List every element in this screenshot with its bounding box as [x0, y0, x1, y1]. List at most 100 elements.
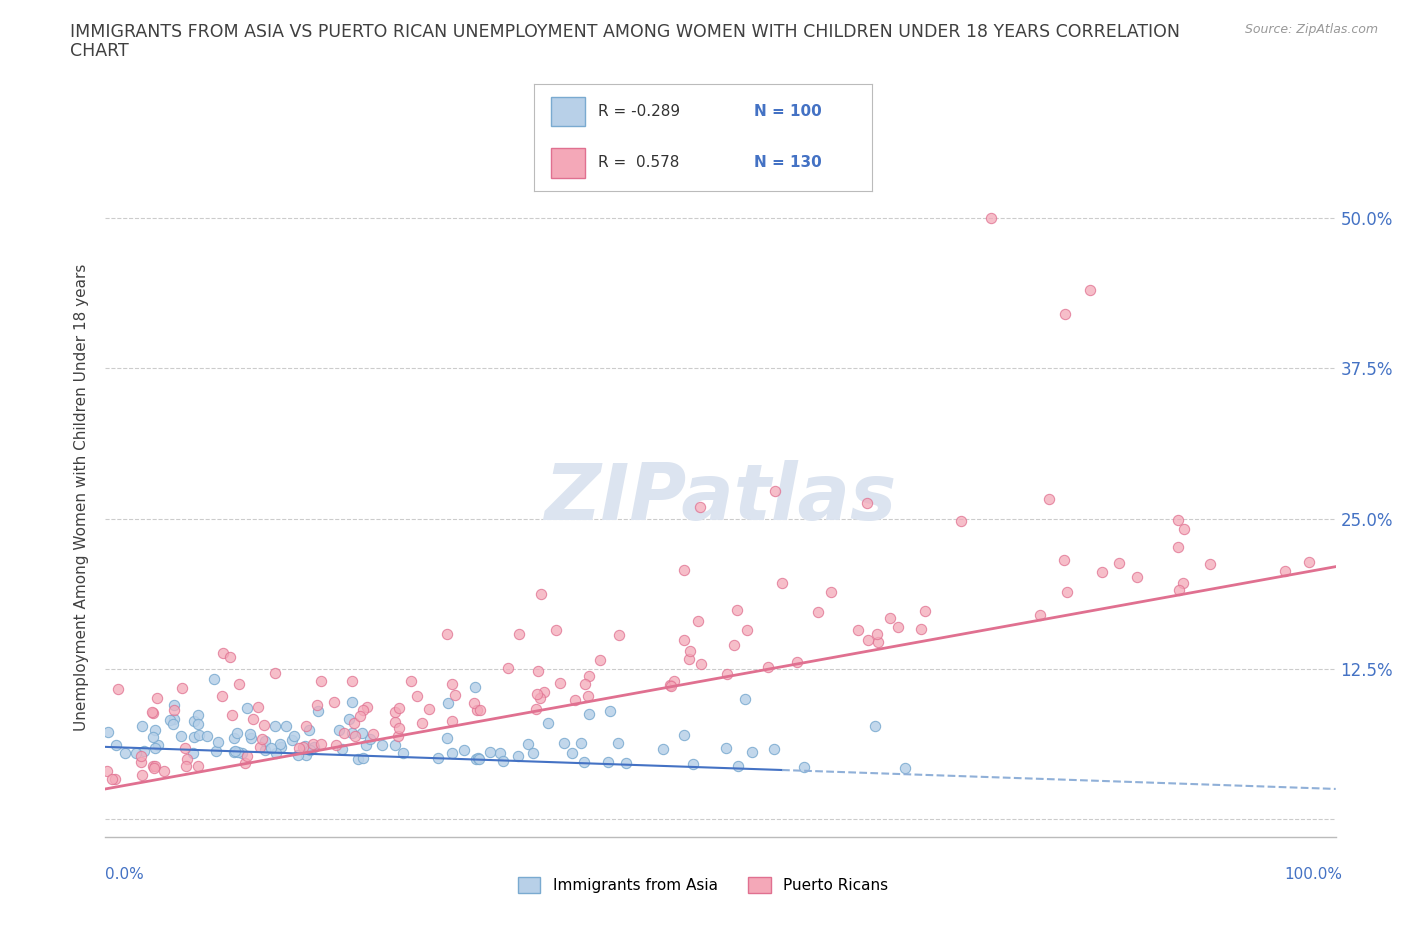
Point [492, 754, 515, 769]
Point [678, 651, 700, 666]
Point [578, 706, 600, 721]
Point [222, 744, 245, 759]
Point [153, 764, 176, 778]
Point [689, 657, 711, 671]
Point [141, 704, 163, 719]
Point [352, 751, 374, 765]
Point [342, 673, 364, 688]
Point [204, 743, 226, 758]
Point [354, 737, 377, 752]
Point [856, 496, 879, 511]
Point [756, 659, 779, 674]
Point [1173, 521, 1195, 536]
Point [107, 682, 129, 697]
Point [170, 729, 193, 744]
Point [340, 726, 363, 741]
Point [388, 721, 411, 736]
Point [325, 737, 347, 752]
Point [793, 760, 815, 775]
Point [295, 748, 318, 763]
Text: CHART: CHART [70, 42, 129, 60]
Text: ZIPatlas: ZIPatlas [544, 459, 897, 536]
Point [1199, 557, 1222, 572]
Point [516, 737, 538, 751]
Point [294, 719, 316, 734]
Point [564, 693, 586, 708]
Point [807, 605, 830, 620]
Point [287, 741, 309, 756]
Point [418, 702, 440, 717]
Point [174, 740, 197, 755]
Point [183, 729, 205, 744]
Point [467, 751, 489, 765]
Point [163, 702, 186, 717]
Point [269, 737, 291, 751]
Point [143, 758, 166, 773]
Point [820, 585, 842, 600]
Point [686, 614, 709, 629]
Point [176, 751, 198, 766]
Point [426, 751, 449, 765]
Point [384, 714, 406, 729]
Point [239, 731, 262, 746]
Point [441, 746, 464, 761]
Point [309, 737, 332, 751]
FancyBboxPatch shape [551, 97, 585, 126]
Point [689, 499, 711, 514]
Point [129, 754, 152, 769]
Point [607, 628, 630, 643]
Point [186, 717, 208, 732]
Point [1029, 608, 1052, 623]
Point [723, 638, 745, 653]
Point [145, 740, 167, 755]
Point [441, 677, 464, 692]
Point [508, 626, 530, 641]
Point [848, 623, 870, 638]
Point [226, 744, 249, 759]
Point [146, 737, 169, 752]
Point [291, 739, 314, 754]
Point [145, 690, 167, 705]
Point [132, 743, 155, 758]
Point [672, 727, 695, 742]
Point [274, 719, 297, 734]
Point [574, 754, 596, 769]
Legend: Immigrants from Asia, Puerto Ricans: Immigrants from Asia, Puerto Ricans [512, 870, 894, 899]
Point [219, 650, 242, 665]
Point [352, 702, 374, 717]
Text: Source: ZipAtlas.com: Source: ZipAtlas.com [1244, 23, 1378, 36]
Point [384, 704, 406, 719]
Point [264, 719, 287, 734]
Point [142, 706, 165, 721]
Point [406, 688, 429, 703]
Point [453, 742, 475, 757]
Point [162, 717, 184, 732]
Point [143, 761, 166, 776]
Text: 100.0%: 100.0% [1285, 867, 1343, 882]
Point [323, 694, 346, 709]
Point [159, 712, 181, 727]
Point [371, 737, 394, 752]
Point [249, 740, 271, 755]
Point [239, 726, 262, 741]
Point [305, 698, 328, 712]
Point [254, 734, 277, 749]
Point [770, 576, 793, 591]
Point [464, 679, 486, 694]
Point [437, 696, 460, 711]
Point [330, 742, 353, 757]
Point [281, 732, 304, 747]
Point [343, 729, 366, 744]
Point [307, 703, 329, 718]
Point [524, 702, 547, 717]
Point [614, 756, 637, 771]
Point [866, 634, 889, 649]
Point [1167, 539, 1189, 554]
Point [204, 671, 226, 686]
Point [914, 604, 936, 618]
Point [170, 681, 193, 696]
Point [131, 768, 153, 783]
Point [411, 716, 433, 731]
Point [253, 742, 276, 757]
Point [652, 741, 675, 756]
